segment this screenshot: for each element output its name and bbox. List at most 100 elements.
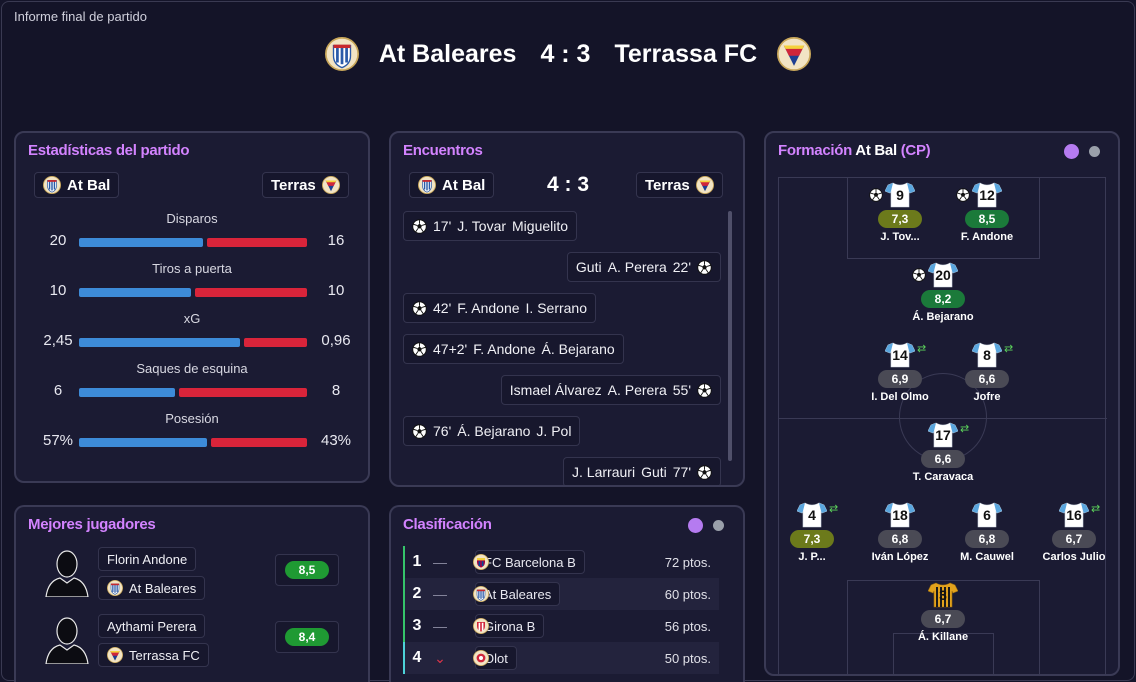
- rating-wrap: 6,8: [942, 530, 1032, 548]
- player-rating: 6,7: [921, 610, 965, 628]
- goal-ball-icon: [697, 260, 712, 275]
- event-minute: 47+2': [433, 341, 468, 357]
- away-team-name[interactable]: Terrassa FC: [614, 39, 758, 68]
- shirt: 8: [972, 342, 1002, 368]
- player-name: Florin Andone: [107, 551, 188, 567]
- best-player-team[interactable]: At Baleares: [98, 576, 206, 600]
- goal-event[interactable]: 76' Á. Bejarano J. Pol: [403, 416, 581, 446]
- player-rating: 7,3: [878, 210, 922, 228]
- player-name: Aythami Perera: [107, 618, 197, 634]
- standing-points: 50 ptos.: [664, 650, 711, 666]
- player-rating: 8,4: [285, 628, 329, 646]
- shirt: 4: [797, 502, 827, 528]
- best-player-team[interactable]: Terrassa FC: [98, 643, 209, 667]
- goal-event[interactable]: J. Larrauri Guti 77': [563, 457, 721, 485]
- events-scrollbar[interactable]: [728, 211, 732, 461]
- event-assist: Miguelito: [512, 218, 569, 234]
- home-team-name[interactable]: At Baleares: [378, 39, 517, 68]
- standing-team[interactable]: At Baleares: [475, 582, 561, 606]
- penalty-box-line: [847, 580, 848, 674]
- player-name: F. Andone: [960, 231, 1014, 243]
- formation-suffix: (CP): [900, 142, 931, 159]
- standing-points: 72 ptos.: [664, 554, 711, 570]
- event-minute: 55': [672, 382, 691, 398]
- goal-event[interactable]: 17' J. Tovar Miguelito: [403, 211, 578, 241]
- stat-away-bar: [211, 438, 307, 447]
- team-name: At Baleares: [129, 580, 197, 596]
- best-player-name[interactable]: Florin Andone: [98, 547, 197, 571]
- event-scorer: Á. Bejarano: [457, 423, 531, 439]
- pitch-player[interactable]: 16 ⇄ 6,7 Carlos Julio: [1029, 502, 1118, 563]
- pitch-player[interactable]: 12 8,5 F. Andone: [942, 182, 1032, 243]
- home-crest-icon: [107, 580, 123, 596]
- goal-ball-icon: [956, 188, 970, 202]
- stat-home-value: 20: [49, 232, 67, 249]
- shirt: 6: [972, 502, 1002, 528]
- panel-title: Clasificación: [403, 516, 492, 533]
- page-dot-active[interactable]: [1064, 144, 1079, 159]
- stat-home-value: 6: [53, 382, 63, 399]
- home-crest-icon: [325, 37, 359, 71]
- stat-away-value: 10: [327, 282, 345, 299]
- rating-wrap: 8,5: [942, 210, 1032, 228]
- player-name: Jofre: [973, 391, 1001, 403]
- pitch-player[interactable]: 9 7,3 J. Tov...: [855, 182, 945, 243]
- player-name: T. Caravaca: [912, 471, 974, 483]
- page-dot[interactable]: [1089, 146, 1100, 157]
- event-assist: J. Pol: [536, 423, 572, 439]
- formation-team: At Bal: [855, 142, 897, 159]
- goal-area-line: [893, 633, 994, 634]
- page-dot[interactable]: [713, 520, 724, 531]
- pitch-player[interactable]: 6 6,8 M. Cauwel: [942, 502, 1032, 563]
- substitution-icon: ⇄: [917, 343, 927, 355]
- standing-team[interactable]: Girona B: [475, 614, 545, 638]
- standings-row[interactable]: 4 ⌄ Olot 50 ptos.: [403, 642, 719, 674]
- player-name: Carlos Julio: [1042, 551, 1106, 563]
- standing-points: 60 ptos.: [664, 586, 711, 602]
- stat-away-value: 16: [327, 232, 345, 249]
- standing-team[interactable]: FC Barcelona B: [475, 550, 585, 574]
- events-home-chip[interactable]: At Bal: [409, 172, 495, 198]
- stat-away-bar: [244, 338, 307, 347]
- best-player-name[interactable]: Aythami Perera: [98, 614, 206, 638]
- goal-event[interactable]: 42' F. Andone I. Serrano: [403, 293, 597, 323]
- pitch-player[interactable]: 4 ⇄ 7,3 J. P...: [767, 502, 857, 563]
- shirt: 18: [885, 502, 915, 528]
- pitch-player[interactable]: 17 ⇄ 6,6 T. Caravaca: [898, 422, 988, 483]
- stat-away-value: 0,96: [321, 332, 351, 349]
- standing-position: 4: [412, 649, 422, 666]
- rating-wrap: 7,3: [767, 530, 857, 548]
- goal-event[interactable]: Guti A. Perera 22': [566, 252, 721, 282]
- pitch-player[interactable]: 20 8,2 Á. Bejarano: [898, 262, 988, 323]
- stats-away-chip[interactable]: Terras: [262, 172, 349, 198]
- event-assist: Guti: [575, 259, 602, 275]
- stat-home-bar: [79, 288, 191, 297]
- pitch-player[interactable]: 14 ⇄ 6,9 I. Del Olmo: [855, 342, 945, 403]
- pitch-player[interactable]: 8 ⇄ 6,6 Jofre: [942, 342, 1032, 403]
- stat-away-value: 43%: [320, 432, 352, 449]
- goal-event[interactable]: 47+2' F. Andone Á. Bejarano: [403, 334, 624, 364]
- stat-home-bar: [79, 438, 207, 447]
- standings-row[interactable]: 2 — At Baleares 60 ptos.: [403, 578, 719, 610]
- pitch-player[interactable]: 18 6,8 Iván López: [855, 502, 945, 563]
- stat-home-bar: [79, 338, 240, 347]
- team-name: Terrassa FC: [129, 647, 200, 663]
- substitution-icon: ⇄: [960, 423, 970, 435]
- home-crest-icon: [418, 176, 436, 194]
- event-minute: 17': [433, 218, 452, 234]
- shirt-number: 14: [892, 347, 908, 363]
- stats-home-chip[interactable]: At Bal: [34, 172, 120, 198]
- event-scorer: J. Tovar: [457, 218, 507, 234]
- events-away-chip[interactable]: Terras: [636, 172, 723, 198]
- standing-movement: —: [433, 586, 447, 602]
- goal-ball-icon: [412, 424, 427, 439]
- event-assist: J. Larrauri: [572, 464, 636, 480]
- pitch-player[interactable]: 3 6,7 Á. Killane: [898, 582, 988, 643]
- player-name: M. Cauwel: [960, 551, 1014, 563]
- standings-row[interactable]: 1 — FC Barcelona B 72 ptos.: [403, 546, 719, 578]
- standings-row[interactable]: 3 — Girona B 56 ptos.: [403, 610, 719, 642]
- goal-event[interactable]: Ismael Álvarez A. Perera 55': [500, 375, 721, 405]
- page-dot-active[interactable]: [688, 518, 703, 533]
- event-minute: 76': [433, 423, 452, 439]
- panel-title: Formación At Bal (CP): [778, 142, 931, 159]
